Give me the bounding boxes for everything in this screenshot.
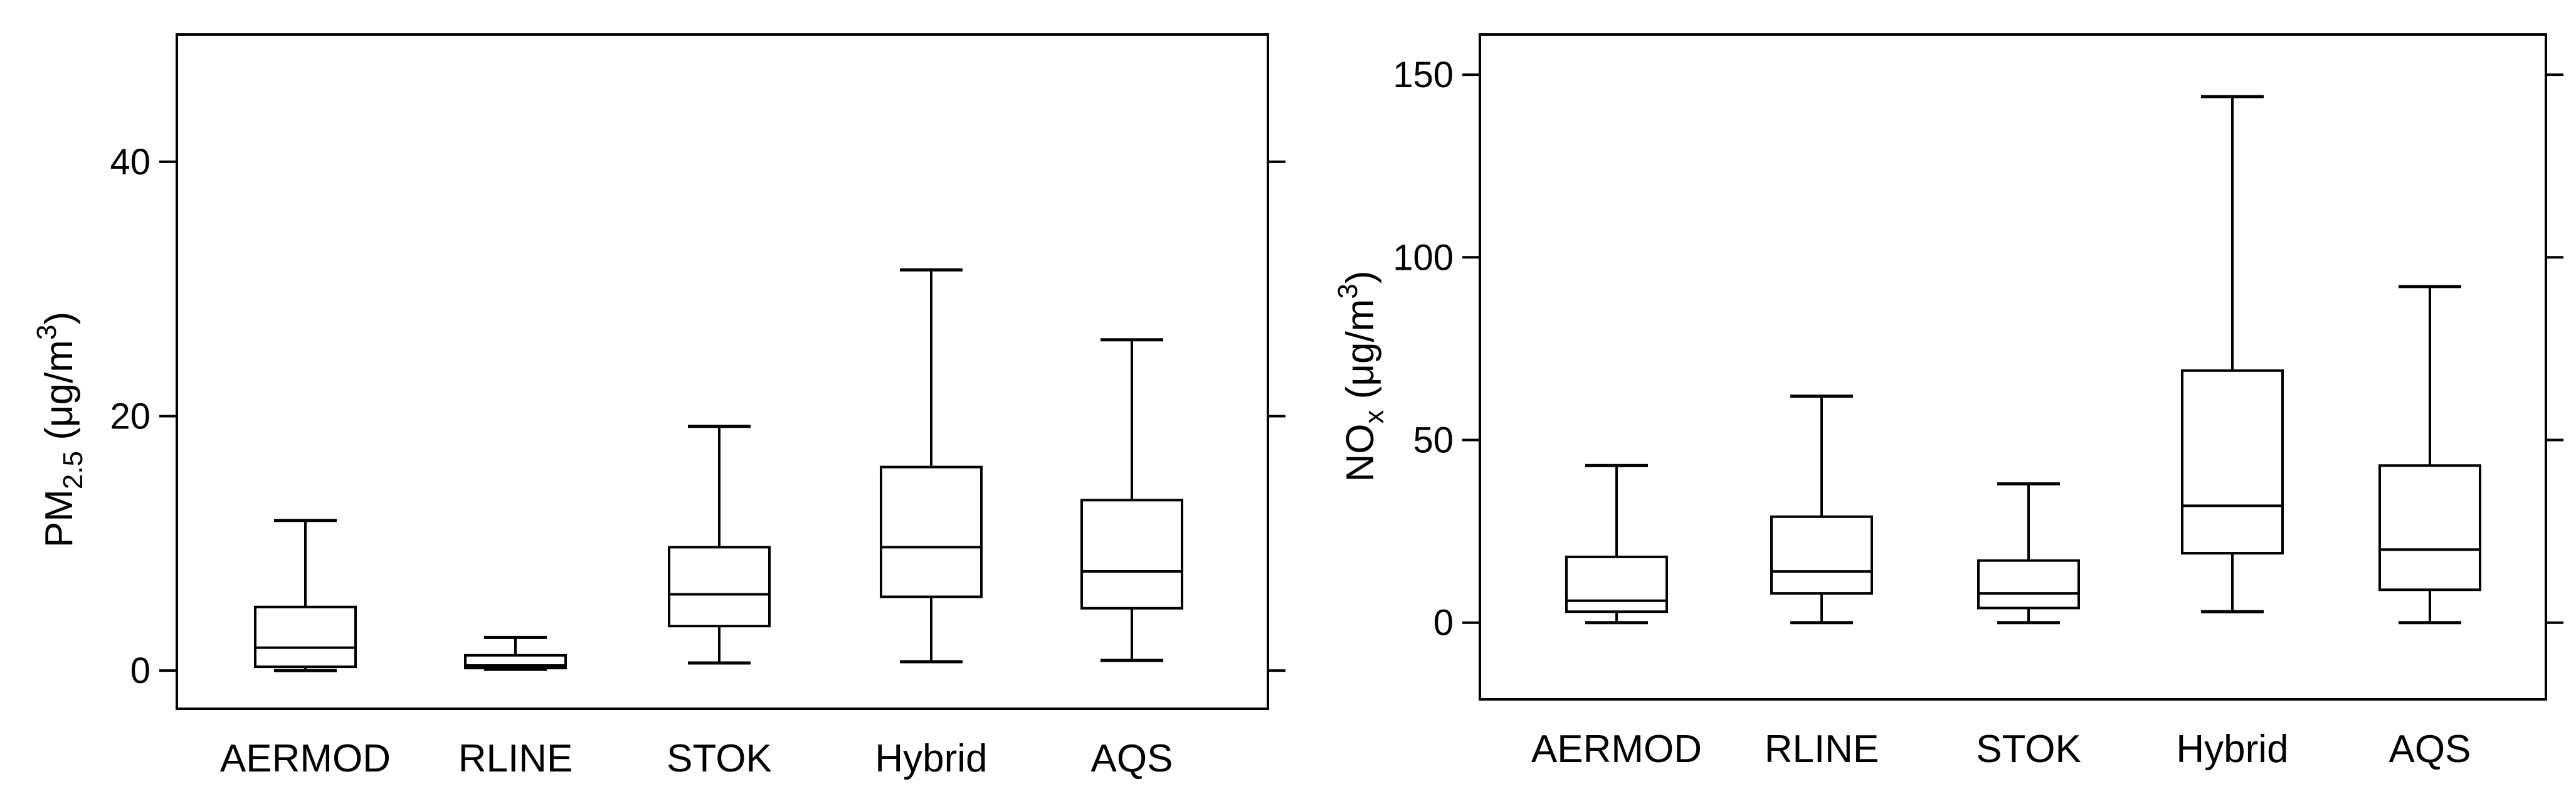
box-iqr	[1565, 555, 1668, 613]
y-tick-label: 0	[130, 650, 150, 691]
box-aqs	[1080, 338, 1183, 662]
box-stok	[1977, 482, 2080, 625]
box-hybrid	[2181, 95, 2284, 613]
x-category-label: STOK	[667, 737, 772, 780]
box-aermod	[254, 519, 357, 672]
x-category-label: Hybrid	[875, 737, 987, 780]
box-iqr	[880, 465, 983, 598]
box-iqr	[1770, 515, 1873, 595]
y-axis-title: NOx (μg/m3)	[1333, 270, 1390, 482]
x-category-label: AQS	[1091, 737, 1173, 780]
box-rline	[464, 635, 567, 671]
x-category-label: AQS	[2389, 728, 2471, 771]
x-category-label: Hybrid	[2176, 728, 2288, 771]
box-iqr	[2378, 464, 2481, 591]
y-tick-label: 0	[1433, 603, 1454, 644]
box-iqr	[1977, 559, 2080, 610]
chart-panel-left: 0 20 40 PM2.5 (μg/m3) AERMOD RLINE STOK Hybrid A…	[31, 33, 1285, 780]
plot-frame	[176, 33, 1269, 710]
x-category-label: STOK	[1976, 728, 2081, 771]
y-tick-label: 50	[1413, 420, 1454, 460]
y-tick-label: 40	[110, 142, 150, 183]
x-category-label: RLINE	[458, 737, 573, 780]
y-tick-label: 20	[110, 396, 150, 437]
box-stok	[668, 425, 771, 665]
box-iqr	[254, 605, 357, 669]
y-axis-title-unit-close: )	[1339, 270, 1382, 284]
box-aermod	[1565, 464, 1668, 625]
x-category-label: AERMOD	[1531, 728, 1702, 771]
y-axis-title-unit: (μg/m	[38, 340, 81, 451]
y-axis-title-subscript: x	[1359, 410, 1390, 424]
chart-panel-right: 0 50 100 150 NOx (μg/m3) AERMOD RLINE STOK Hybri…	[1333, 33, 2563, 771]
y-axis-title-main: NO	[1339, 424, 1382, 482]
box-aqs	[2378, 285, 2481, 625]
y-axis-title-superscript: 3	[31, 325, 62, 340]
box-hybrid	[880, 268, 983, 664]
y-tick-label: 150	[1393, 55, 1454, 95]
plot-frame	[1479, 33, 2547, 701]
y-axis-title-main: PM	[38, 489, 81, 548]
box-rline	[1770, 395, 1873, 625]
y-axis-title-unit-close: )	[38, 312, 81, 325]
box-iqr	[668, 546, 771, 628]
x-category-label: AERMOD	[220, 737, 391, 780]
y-axis-title-subscript: 2.5	[58, 451, 88, 489]
x-category-label: RLINE	[1765, 728, 1879, 771]
y-axis-title: PM2.5 (μg/m3)	[31, 312, 88, 548]
box-iqr	[2181, 369, 2284, 555]
y-axis-title-unit: (μg/m	[1339, 299, 1382, 410]
box-iqr	[1080, 499, 1183, 610]
y-tick-label: 100	[1393, 237, 1454, 278]
y-axis-title-superscript: 3	[1333, 284, 1363, 299]
